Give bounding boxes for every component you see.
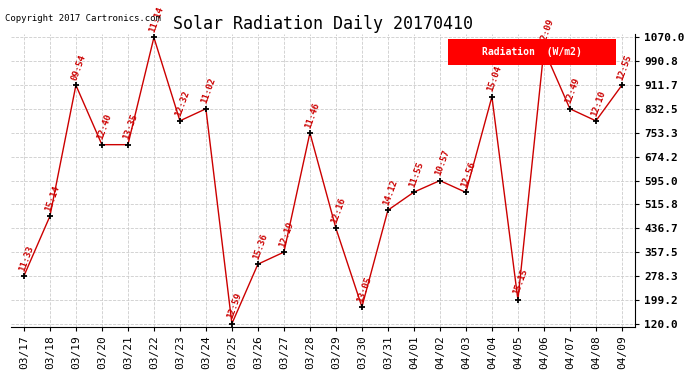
Text: 14:12: 14:12 (382, 178, 400, 207)
Text: Copyright 2017 Cartronics.com: Copyright 2017 Cartronics.com (5, 14, 161, 23)
Text: 12:49: 12:49 (564, 77, 581, 105)
Text: 13:35: 13:35 (121, 113, 139, 141)
Text: 12:10: 12:10 (589, 89, 607, 117)
Text: 11:46: 11:46 (304, 101, 321, 129)
Text: 15:04: 15:04 (486, 65, 503, 93)
Text: 11:14: 11:14 (148, 6, 165, 34)
Text: 12:16: 12:16 (330, 196, 347, 225)
Text: 11:02: 11:02 (199, 77, 217, 105)
Text: 11:33: 11:33 (17, 244, 35, 272)
Text: 15:14: 15:14 (43, 184, 61, 213)
Text: 09:54: 09:54 (70, 53, 87, 82)
Text: 12:59: 12:59 (226, 292, 243, 320)
Text: 15:36: 15:36 (252, 232, 269, 261)
Text: 12:55: 12:55 (615, 53, 633, 82)
Text: 12:32: 12:32 (173, 89, 191, 117)
Text: 12:19: 12:19 (277, 220, 295, 249)
Text: 15:15: 15:15 (511, 268, 529, 296)
Text: 12:40: 12:40 (95, 113, 113, 141)
Text: 12:56: 12:56 (460, 160, 477, 189)
Text: 12:09: 12:09 (538, 18, 555, 46)
Title: Solar Radiation Daily 20170410: Solar Radiation Daily 20170410 (173, 15, 473, 33)
Text: 10:57: 10:57 (433, 148, 451, 177)
Text: 11:55: 11:55 (408, 160, 425, 189)
Text: 13:05: 13:05 (355, 275, 373, 303)
